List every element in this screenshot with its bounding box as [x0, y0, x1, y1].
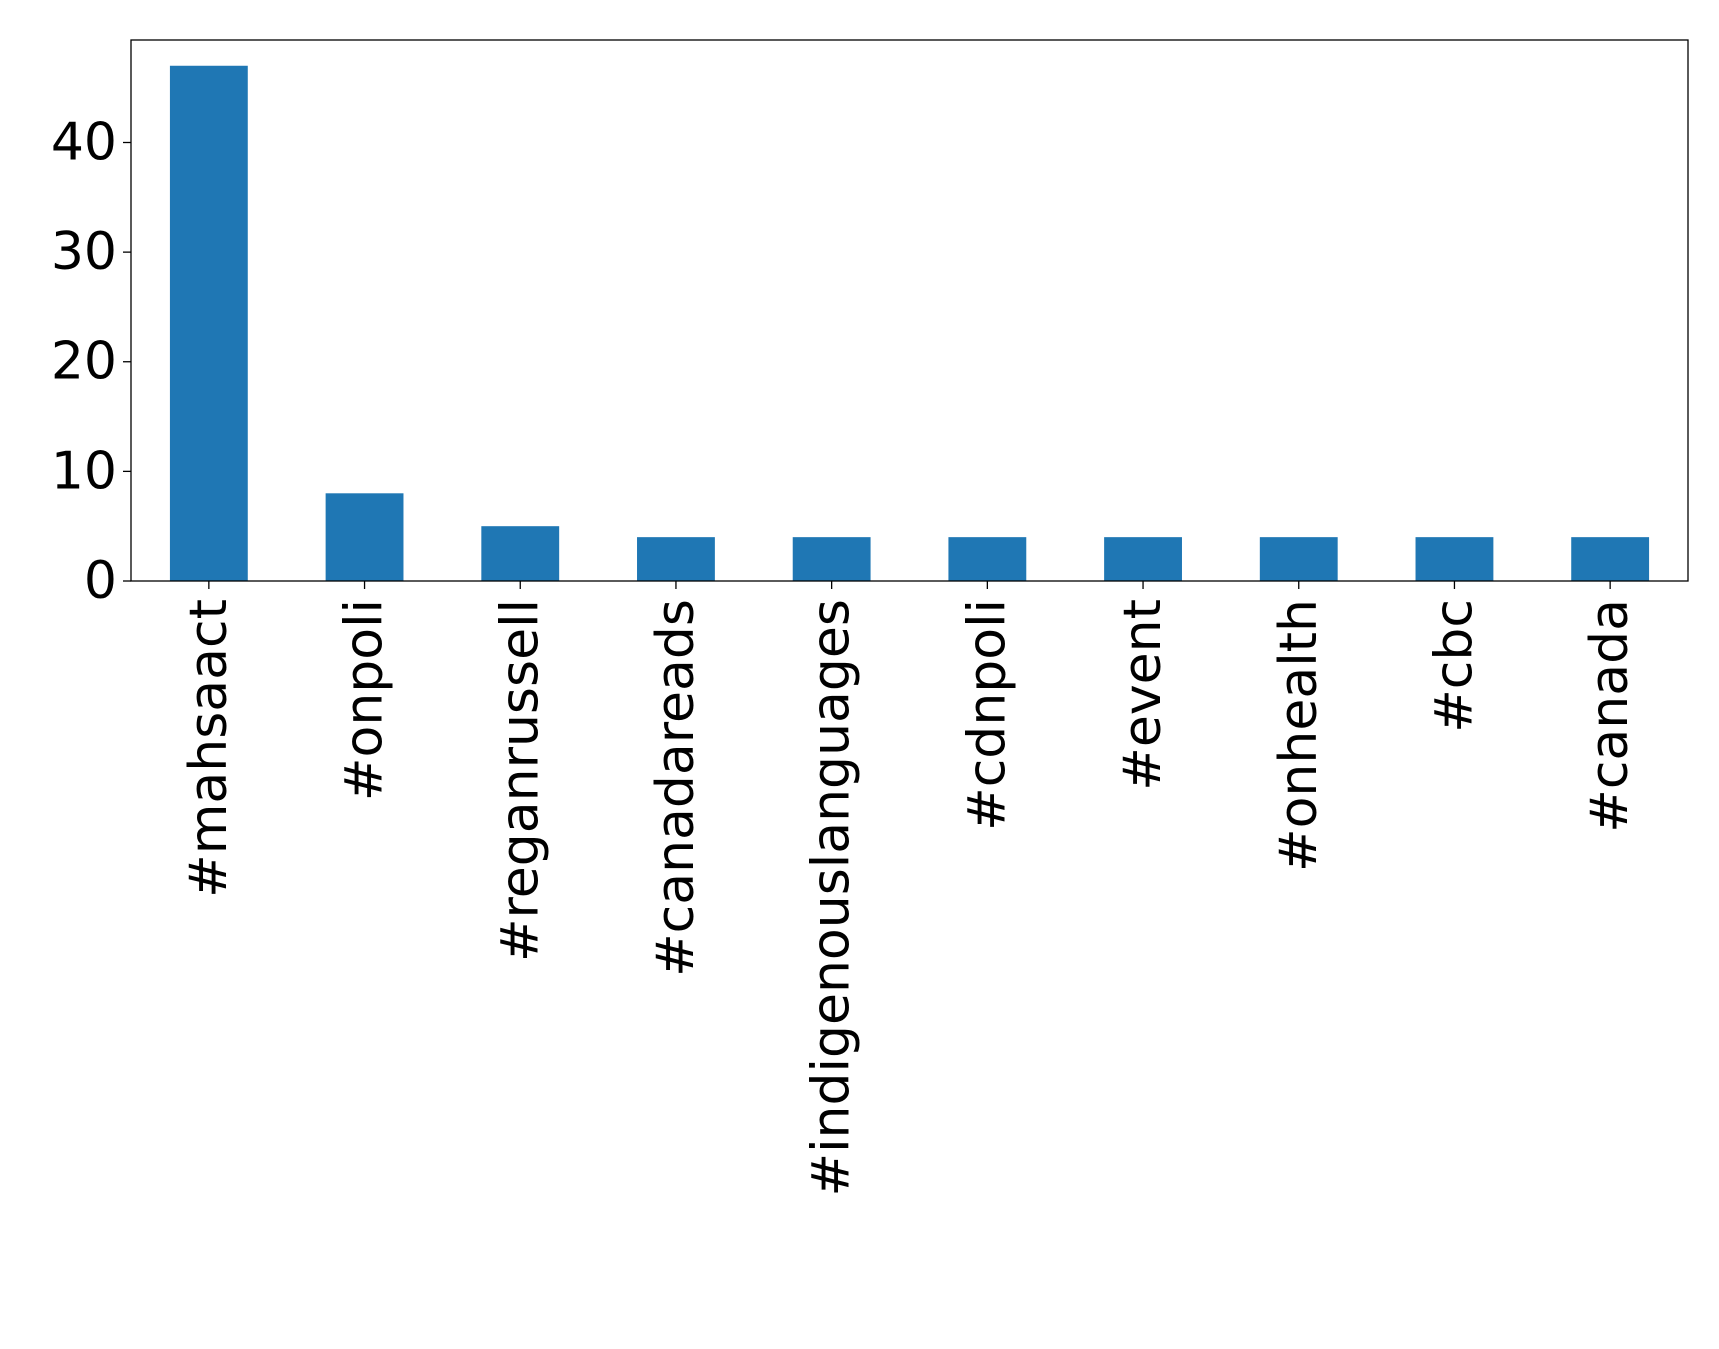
y-axis: 0 10 20 30 40: [51, 112, 131, 611]
bar-mahsaact: [169, 65, 248, 581]
x-tick-label: #cbc: [1424, 599, 1484, 733]
bar-indigenouslanguages: [792, 537, 871, 581]
bar-onpoli: [325, 493, 404, 581]
bar-cdnpoli: [948, 537, 1027, 581]
bar-canadareads: [637, 537, 715, 581]
bar-canada: [1571, 537, 1650, 581]
x-tick-label: #canada: [1580, 599, 1640, 833]
bar-reganrussell: [481, 526, 560, 581]
y-tick-label: 30: [51, 222, 117, 282]
x-tick-label: #onhealth: [1269, 599, 1329, 872]
plot-area-frame: [130, 39, 1689, 582]
x-tick-label: #mahsaact: [179, 599, 239, 898]
x-tick-label: #reganrussell: [490, 599, 550, 962]
bar-cbc: [1415, 537, 1494, 581]
y-tick-label: 40: [51, 112, 117, 172]
x-tick-label: #onpoli: [335, 599, 395, 801]
bar-event: [1104, 537, 1182, 581]
x-tick-label: #canadareads: [646, 599, 706, 977]
bar-onhealth: [1259, 537, 1338, 581]
bars: [169, 65, 1650, 581]
x-tick-label: #cdnpoli: [957, 599, 1017, 831]
y-tick-label: 20: [51, 332, 117, 392]
y-tick-label: 10: [51, 441, 117, 501]
x-tick-label: #event: [1113, 599, 1173, 791]
y-tick-label: 0: [84, 551, 117, 611]
x-axis: #mahsaact #onpoli #reganrussell #canadaread…: [179, 581, 1640, 1196]
x-tick-label: #indigenouslanguages: [802, 599, 862, 1196]
